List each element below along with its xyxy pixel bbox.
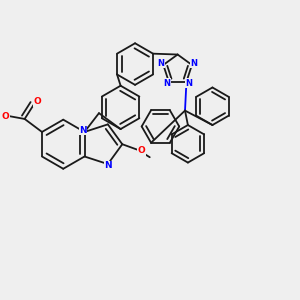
Text: N: N xyxy=(79,126,87,135)
Text: N: N xyxy=(163,79,170,88)
Text: N: N xyxy=(158,59,165,68)
Text: O: O xyxy=(34,97,41,106)
Text: N: N xyxy=(185,79,192,88)
Text: O: O xyxy=(2,112,9,121)
Text: N: N xyxy=(190,59,198,68)
Text: N: N xyxy=(104,161,112,170)
Text: O: O xyxy=(138,146,146,155)
